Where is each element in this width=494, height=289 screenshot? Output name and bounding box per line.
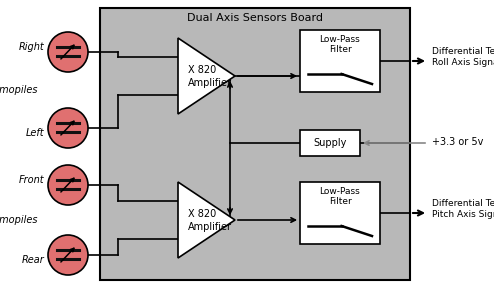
Polygon shape bbox=[178, 182, 235, 258]
Text: Left: Left bbox=[25, 128, 44, 138]
Text: Filter: Filter bbox=[329, 197, 351, 207]
Text: Front: Front bbox=[18, 175, 44, 185]
Bar bbox=[300, 130, 360, 156]
Bar bbox=[100, 8, 410, 280]
Circle shape bbox=[48, 235, 88, 275]
Text: X 820: X 820 bbox=[188, 65, 216, 75]
Circle shape bbox=[48, 165, 88, 205]
Circle shape bbox=[48, 108, 88, 148]
Text: +3.3 or 5v: +3.3 or 5v bbox=[432, 137, 483, 147]
Text: Dual Axis Sensors Board: Dual Axis Sensors Board bbox=[187, 13, 323, 23]
Text: Filter: Filter bbox=[329, 45, 351, 55]
Text: Low-Pass: Low-Pass bbox=[320, 36, 361, 45]
Text: Low-Pass: Low-Pass bbox=[320, 188, 361, 197]
Text: Thermopiles: Thermopiles bbox=[0, 215, 38, 225]
Circle shape bbox=[48, 32, 88, 72]
Text: Amplifier: Amplifier bbox=[188, 78, 232, 88]
Bar bbox=[300, 30, 380, 92]
Text: Differential Temperature
Pitch Axis Signal: Differential Temperature Pitch Axis Sign… bbox=[432, 199, 494, 219]
Polygon shape bbox=[178, 38, 235, 114]
Text: Supply: Supply bbox=[313, 138, 347, 148]
Text: Rear: Rear bbox=[21, 255, 44, 265]
Text: Right: Right bbox=[18, 42, 44, 52]
Text: X 820: X 820 bbox=[188, 209, 216, 219]
Text: Thermopiles: Thermopiles bbox=[0, 85, 38, 95]
Bar bbox=[300, 182, 380, 244]
Text: Amplifier: Amplifier bbox=[188, 222, 232, 232]
Text: Differential Temperature
Roll Axis Signal: Differential Temperature Roll Axis Signa… bbox=[432, 47, 494, 67]
